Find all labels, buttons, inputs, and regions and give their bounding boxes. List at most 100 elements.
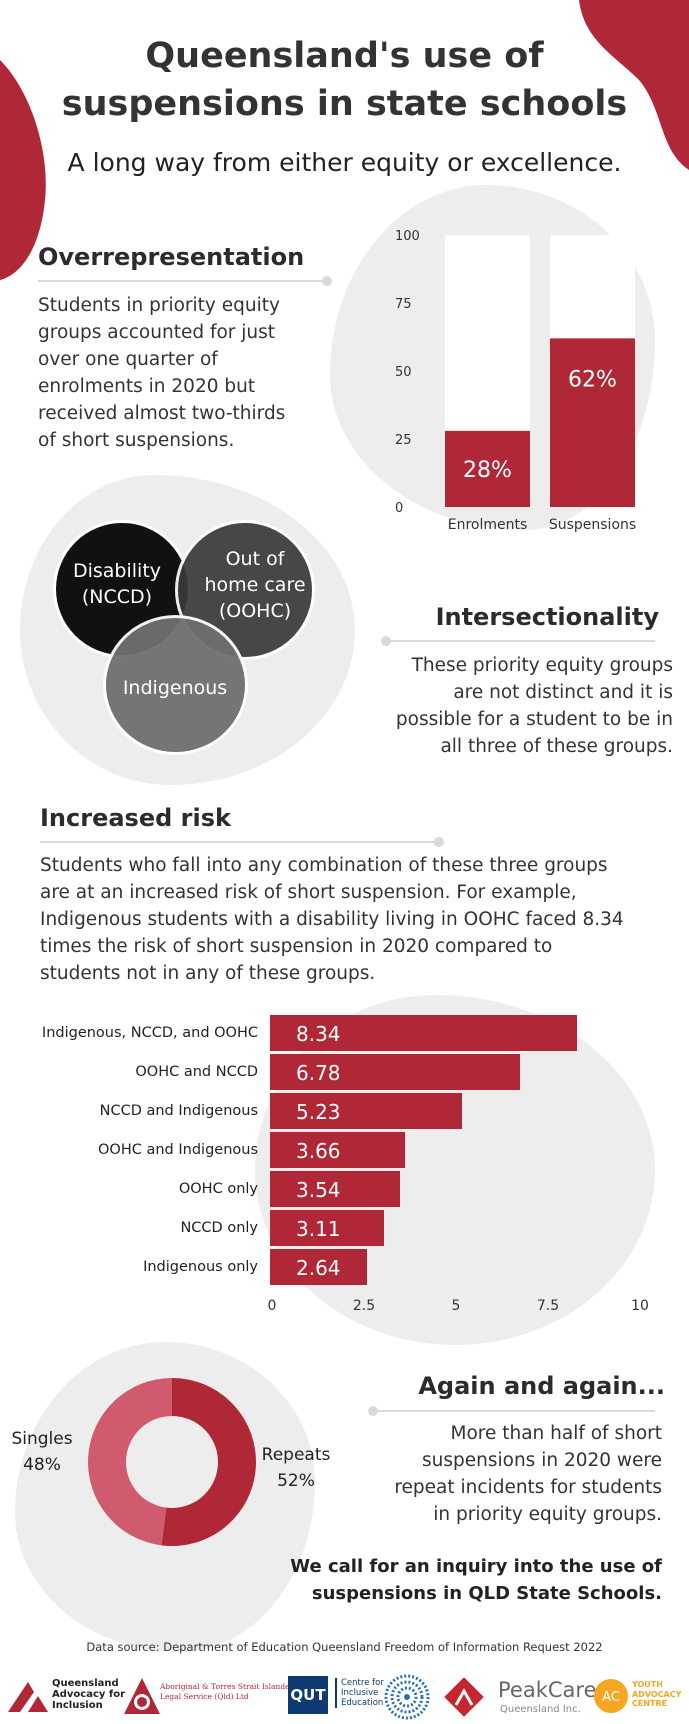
bar-data-label: 5.23 xyxy=(296,1100,341,1124)
atsils-logo-icon xyxy=(124,1678,160,1714)
svg-text:AC: AC xyxy=(602,1690,620,1705)
qai-logo-text: Queensland Advocacy for Inclusion xyxy=(52,1678,125,1711)
bar xyxy=(445,430,530,507)
bar-data-label: 62% xyxy=(568,367,617,392)
enrolment-suspension-chart: 0 25 50 75 100 28% Enrolments 62% Suspensions xyxy=(395,229,636,533)
x-tick-label: 7.5 xyxy=(536,1298,560,1314)
bar-category-label: Indigenous, NCCD, and OOHC xyxy=(41,1025,258,1041)
text-line: Students who fall into any combination o… xyxy=(40,855,608,876)
intersectionality-rule xyxy=(381,636,655,646)
bar-category-label: OOHC and Indigenous xyxy=(98,1142,258,1158)
logo-line: Queensland xyxy=(52,1678,119,1689)
bar-data-label: 6.78 xyxy=(296,1061,341,1085)
text-line: possible for a student to be in xyxy=(395,709,673,730)
call-line: We call for an inquiry into the use of xyxy=(290,1556,662,1577)
text-line: groups accounted for just xyxy=(38,322,276,343)
intersectionality-text: These priority equity groups are not dis… xyxy=(343,652,673,760)
venn-text-line: Disability xyxy=(72,560,162,582)
intersectionality-heading: Intersectionality xyxy=(435,603,659,631)
slice-label: Singles xyxy=(11,1429,72,1449)
x-tick-label: 0 xyxy=(267,1298,277,1314)
bar: 2.64 xyxy=(270,1249,368,1285)
text-line: are at an increased risk of short suspen… xyxy=(40,882,577,903)
venn-label-indigenous: Indigenous xyxy=(122,677,228,699)
x-tick-label: 2.5 xyxy=(352,1298,376,1314)
yac-logo-icon: AC xyxy=(594,1679,628,1713)
text-line: Indigenous students with a disability li… xyxy=(40,909,624,930)
peakcare-logo-subtext: Queensland Inc. xyxy=(500,1704,581,1715)
text-line: in priority equity groups. xyxy=(433,1504,662,1525)
text-line: of short suspensions. xyxy=(38,430,235,451)
venn-label-oohc: Out of home care (OOHC) xyxy=(195,546,315,624)
venn-diagram: Disability (NCCD) Out of home care (OOHC… xyxy=(50,520,330,765)
text-line: suspensions in 2020 were xyxy=(422,1450,662,1471)
risk-rule xyxy=(40,837,444,847)
bar: 3.66 xyxy=(270,1132,405,1168)
call-line: suspensions in QLD State Schools. xyxy=(311,1583,662,1604)
y-tick-label: 50 xyxy=(395,365,412,380)
risk-bar-chart: Indigenous, NCCD, and OOHC 8.34 OOHC and N… xyxy=(0,1015,689,1325)
logo-line: Education xyxy=(341,1698,384,1708)
venn-text-line: (NCCD) xyxy=(81,586,153,608)
bar: 5.23 xyxy=(270,1093,463,1129)
x-category-label: Suspensions xyxy=(549,517,636,533)
title-line-2: suspensions in state schools xyxy=(61,84,628,124)
slice-label: Repeats xyxy=(262,1445,331,1465)
corner-shape-left xyxy=(0,60,46,280)
y-tick-label: 0 xyxy=(395,501,403,516)
again-text: More than half of short suspensions in 2… xyxy=(342,1420,662,1528)
slice-data-label: 52% xyxy=(277,1471,315,1491)
peakcare-logo-icon xyxy=(444,1677,484,1717)
y-tick-label: 100 xyxy=(395,229,420,244)
logo-line: Inclusive xyxy=(341,1688,379,1698)
page-title: Queensland's use of suspensions in state… xyxy=(0,32,689,128)
donut-slice xyxy=(161,1378,256,1546)
logo-line: Inclusion xyxy=(52,1700,103,1711)
text-line: received almost two-thirds xyxy=(38,403,286,424)
text-line: More than half of short xyxy=(450,1423,662,1444)
bar-category-label: Indigenous only xyxy=(143,1259,258,1275)
yac-logo-text: YOUTH ADVOCACY CENTRE xyxy=(632,1680,681,1709)
x-category-label: Enrolments xyxy=(448,517,528,533)
x-tick-label: 10 xyxy=(631,1298,649,1314)
atsils-logo-text: Aboriginal & Torres Strait Islander Lega… xyxy=(160,1682,293,1702)
text-line: over one quarter of xyxy=(38,349,218,370)
bar-data-label: 3.11 xyxy=(296,1217,341,1241)
qai-logo-icon xyxy=(8,1682,48,1712)
again-rule xyxy=(368,1406,655,1416)
bar: 6.78 xyxy=(270,1054,520,1090)
bar-data-label: 3.54 xyxy=(296,1178,341,1202)
text-line: students not in any of these groups. xyxy=(40,963,376,984)
bar: 3.11 xyxy=(270,1210,385,1246)
logo-line: ADVOCACY xyxy=(632,1689,682,1699)
x-tick-label: 5 xyxy=(451,1298,461,1314)
corner-shape-right xyxy=(579,0,689,170)
bar-data-label: 8.34 xyxy=(296,1022,341,1046)
y-tick-label: 25 xyxy=(395,433,412,448)
y-tick-label: 75 xyxy=(395,297,412,312)
cie-logo-text: Centre for Inclusive Education xyxy=(335,1678,384,1708)
text-line: are not distinct and it is xyxy=(453,682,673,703)
bar-data-label: 3.66 xyxy=(296,1139,341,1163)
logo-line: Aboriginal & Torres Strait Islander xyxy=(160,1682,294,1691)
text-line: all three of these groups. xyxy=(440,736,673,757)
logo-row: Queensland Advocacy for Inclusion Aborig… xyxy=(0,1672,689,1720)
bar: 8.34 xyxy=(270,1015,577,1051)
dot-circle-logo-icon xyxy=(384,1674,430,1720)
bar xyxy=(550,338,635,507)
logo-line: Legal Service (Qld) Ltd xyxy=(160,1692,249,1701)
risk-heading: Increased risk xyxy=(40,804,231,832)
again-heading: Again and again... xyxy=(418,1372,665,1400)
bar-category-label: NCCD only xyxy=(180,1220,258,1236)
data-source: Data source: Department of Education Que… xyxy=(86,1640,603,1654)
peakcare-logo-text: PeakCare xyxy=(498,1678,597,1702)
page-subtitle: A long way from either equity or excelle… xyxy=(67,148,622,177)
text-line: Students in priority equity xyxy=(38,295,280,316)
venn-text-line: home care xyxy=(204,574,306,596)
text-line: These priority equity groups xyxy=(411,655,673,676)
text-line: times the risk of short suspension in 20… xyxy=(40,936,553,957)
qut-logo: QUT xyxy=(288,1676,328,1714)
logo-line: Centre for xyxy=(341,1678,384,1688)
venn-text-line: Out of xyxy=(225,548,285,570)
bar-category-label: OOHC and NCCD xyxy=(135,1064,258,1080)
